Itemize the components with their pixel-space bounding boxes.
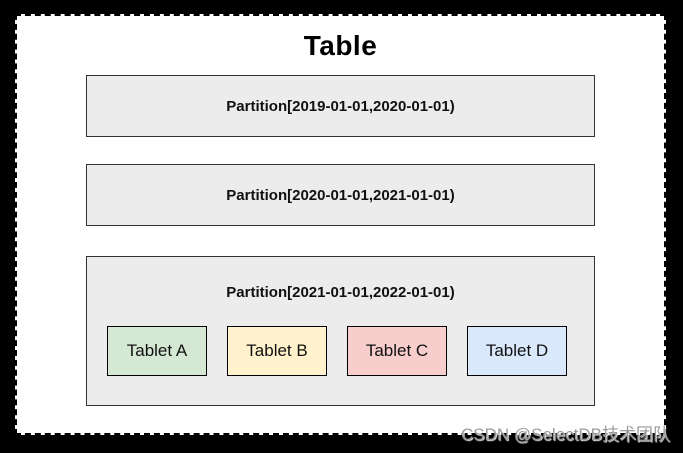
diagram-canvas: Table Partition[2019-01-01,2020-01-01) P…: [15, 14, 666, 435]
partition-label: Partition[2020-01-01,2021-01-01): [226, 186, 455, 204]
partition-label: Partition[2021-01-01,2022-01-01): [226, 284, 455, 301]
partition-box-2021: Partition[2021-01-01,2022-01-01) Tablet …: [86, 256, 595, 406]
tablet-b-box: Tablet B: [227, 326, 327, 376]
partition-box-2019: Partition[2019-01-01,2020-01-01): [86, 75, 595, 137]
partition-label: Partition[2019-01-01,2020-01-01): [226, 97, 455, 115]
tablet-row: Tablet A Tablet B Tablet C Tablet D: [87, 326, 594, 376]
tablet-a-box: Tablet A: [107, 326, 207, 376]
partition-box-2020: Partition[2020-01-01,2021-01-01): [86, 164, 595, 226]
csdn-watermark: CSDN @SelectDB技术团队: [460, 425, 670, 444]
table-title: Table: [303, 30, 378, 61]
tablet-d-box: Tablet D: [467, 326, 567, 376]
tablet-c-box: Tablet C: [347, 326, 447, 376]
